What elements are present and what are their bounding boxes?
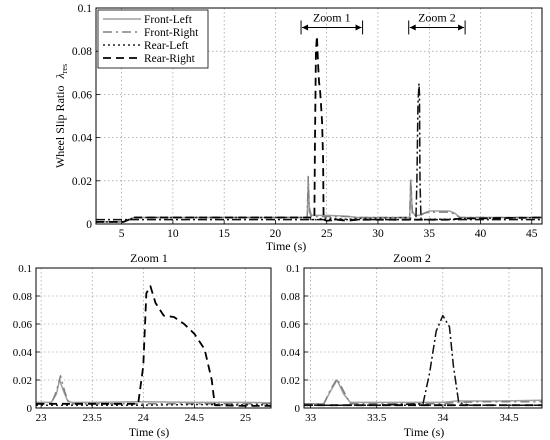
zoom-annotation-label: Zoom 1 bbox=[313, 10, 351, 24]
main-y-tick-label-0-02: 0.02 bbox=[72, 176, 92, 188]
main-y-axis-label-subscript: res bbox=[60, 64, 69, 73]
zoom1-chart: Zoom 1 23 23.5 24 24.5 25 0 0.02 0.04 0.06 0.08 0.… bbox=[13, 251, 272, 439]
zoom2-y-tick-label-0: 0 bbox=[295, 403, 301, 415]
zoom-annotation-2: Zoom 2 bbox=[408, 10, 466, 35]
zoom2-y-tick-label-0-06: 0.06 bbox=[281, 319, 301, 331]
zoom1-x-tick-label-24-5: 24.5 bbox=[185, 412, 205, 424]
zoom1-x-axis-label: Time (s) bbox=[129, 425, 170, 439]
zoom2-series bbox=[304, 314, 543, 407]
zoom1-y-tick-label-0-08: 0.08 bbox=[13, 291, 33, 303]
zoom2-grid bbox=[304, 268, 542, 408]
zoom2-y-tick-label-0-04: 0.04 bbox=[281, 347, 301, 359]
zoom1-x-tick-label-23-5: 23.5 bbox=[83, 412, 103, 424]
zoom2-plot-area bbox=[304, 268, 542, 408]
zoom1-series bbox=[36, 285, 272, 407]
zoom1-grid bbox=[36, 268, 271, 408]
legend-label-rear-right: Rear-Right bbox=[144, 53, 196, 65]
zoom2-y-tick-label-0-02: 0.02 bbox=[281, 375, 300, 387]
zoom2-x-axis-label: Time (s) bbox=[404, 425, 445, 439]
main-x-tick-label-45: 45 bbox=[526, 228, 538, 240]
main-legend: Front-Left Front-Right Rear-Left Rear-Ri… bbox=[97, 9, 209, 69]
zoom1-series-front-right bbox=[36, 375, 271, 405]
main-x-tick-label-25: 25 bbox=[321, 228, 333, 240]
zoom2-x-tick-label-34-5: 34.5 bbox=[499, 412, 519, 424]
zoom-annotation-arrowhead-left bbox=[302, 24, 309, 31]
zoom2-ticks: 33 33.5 34 34.5 0 0.02 0.04 0.06 0.08 0.1 bbox=[281, 263, 519, 424]
zoom2-title: Zoom 2 bbox=[393, 251, 431, 265]
main-y-tick-label-0-06: 0.06 bbox=[72, 89, 92, 101]
zoom1-series-rear-right bbox=[36, 285, 271, 407]
zoom1-x-tick-label-25: 25 bbox=[240, 412, 252, 424]
zoom2-series-line-4 bbox=[304, 314, 542, 406]
main-x-tick-label-10: 10 bbox=[167, 228, 179, 240]
zoom-annotation-arrowhead-right bbox=[458, 24, 465, 31]
zoom2-x-tick-label-33: 33 bbox=[305, 412, 317, 424]
zoom1-y-tick-label-0-02: 0.02 bbox=[13, 375, 32, 387]
zoom2-plot-frame bbox=[303, 267, 543, 409]
main-series bbox=[96, 35, 543, 223]
zoom1-y-tick-label-0-06: 0.06 bbox=[13, 319, 33, 331]
zoom1-series-rear-left bbox=[36, 403, 271, 406]
main-y-axis-label-text: Wheel Slip Ratio bbox=[53, 85, 67, 168]
main-x-tick-label-15: 15 bbox=[218, 228, 230, 240]
main-y-axis-label: Wheel Slip Ratio λres bbox=[53, 64, 69, 168]
legend-label-front-left: Front-Left bbox=[144, 14, 193, 26]
main-x-axis-label: Time (s) bbox=[266, 239, 307, 253]
main-y-axis-label-symbol: λ bbox=[53, 73, 67, 79]
legend-item-rear-right: Rear-Right bbox=[103, 53, 196, 65]
zoom1-series-front-left bbox=[36, 379, 272, 404]
zoom1-ticks: 23 23.5 24 24.5 25 0 0.02 0.04 0.06 0.08 0.1 bbox=[13, 263, 252, 424]
main-y-tick-label-0-08: 0.08 bbox=[72, 46, 92, 58]
main-x-tick-label-30: 30 bbox=[372, 228, 384, 240]
zoom1-plot-frame bbox=[35, 267, 272, 409]
zoom2-x-tick-label-33-5: 33.5 bbox=[367, 412, 387, 424]
legend-label-front-right: Front-Right bbox=[144, 27, 199, 39]
zoom1-title: Zoom 1 bbox=[130, 251, 168, 265]
main-y-tick-label-0-1: 0.1 bbox=[78, 3, 93, 15]
main-y-tick-label-0-04: 0.04 bbox=[72, 133, 92, 145]
zoom2-y-tick-label-0-08: 0.08 bbox=[281, 291, 301, 303]
zoom-annotation-label: Zoom 2 bbox=[418, 10, 456, 24]
zoom-annotation-arrowhead-left bbox=[409, 24, 416, 31]
zoom2-series-front-left bbox=[304, 379, 543, 405]
legend-item-front-left: Front-Left bbox=[103, 14, 193, 26]
legend-item-rear-left: Rear-Left bbox=[103, 40, 189, 52]
zoom2-y-tick-label-0-1: 0.1 bbox=[286, 263, 300, 275]
zoom1-x-tick-label-23: 23 bbox=[36, 412, 48, 424]
legend-label-rear-left: Rear-Left bbox=[144, 40, 189, 52]
main-annotations: Zoom 1 Zoom 2 bbox=[300, 10, 466, 35]
zoom2-series-front-right bbox=[304, 377, 542, 405]
legend-item-front-right: Front-Right bbox=[103, 27, 199, 39]
main-x-tick-label-20: 20 bbox=[270, 228, 282, 240]
main-series-front-right bbox=[96, 175, 542, 223]
main-x-tick-label-35: 35 bbox=[423, 228, 435, 240]
zoom1-x-tick-label-24: 24 bbox=[138, 412, 150, 424]
zoom1-y-tick-label-0-04: 0.04 bbox=[13, 347, 33, 359]
zoom2-chart: Zoom 2 33 33.5 34 34.500.020.040.060.080.1 … bbox=[281, 251, 543, 439]
zoom2-x-tick-label-34: 34 bbox=[437, 412, 449, 424]
zoom1-y-tick-label-0: 0 bbox=[27, 403, 33, 415]
zoom-annotation-arrowhead-right bbox=[355, 24, 362, 31]
main-y-tick-label-0: 0 bbox=[86, 219, 92, 231]
zoom1-plot-area bbox=[36, 268, 271, 408]
zoom-annotation-1: Zoom 1 bbox=[300, 10, 364, 35]
main-x-tick-label-5: 5 bbox=[119, 228, 125, 240]
main-plot-frame bbox=[95, 7, 543, 225]
zoom1-y-tick-label-0-1: 0.1 bbox=[18, 263, 32, 275]
main-chart: 5 10 15 20 25 30 35 40 45 0 0.02 0.04 0.06 0.08 0.1 Zo… bbox=[53, 3, 543, 253]
main-x-tick-label-40: 40 bbox=[475, 228, 487, 240]
